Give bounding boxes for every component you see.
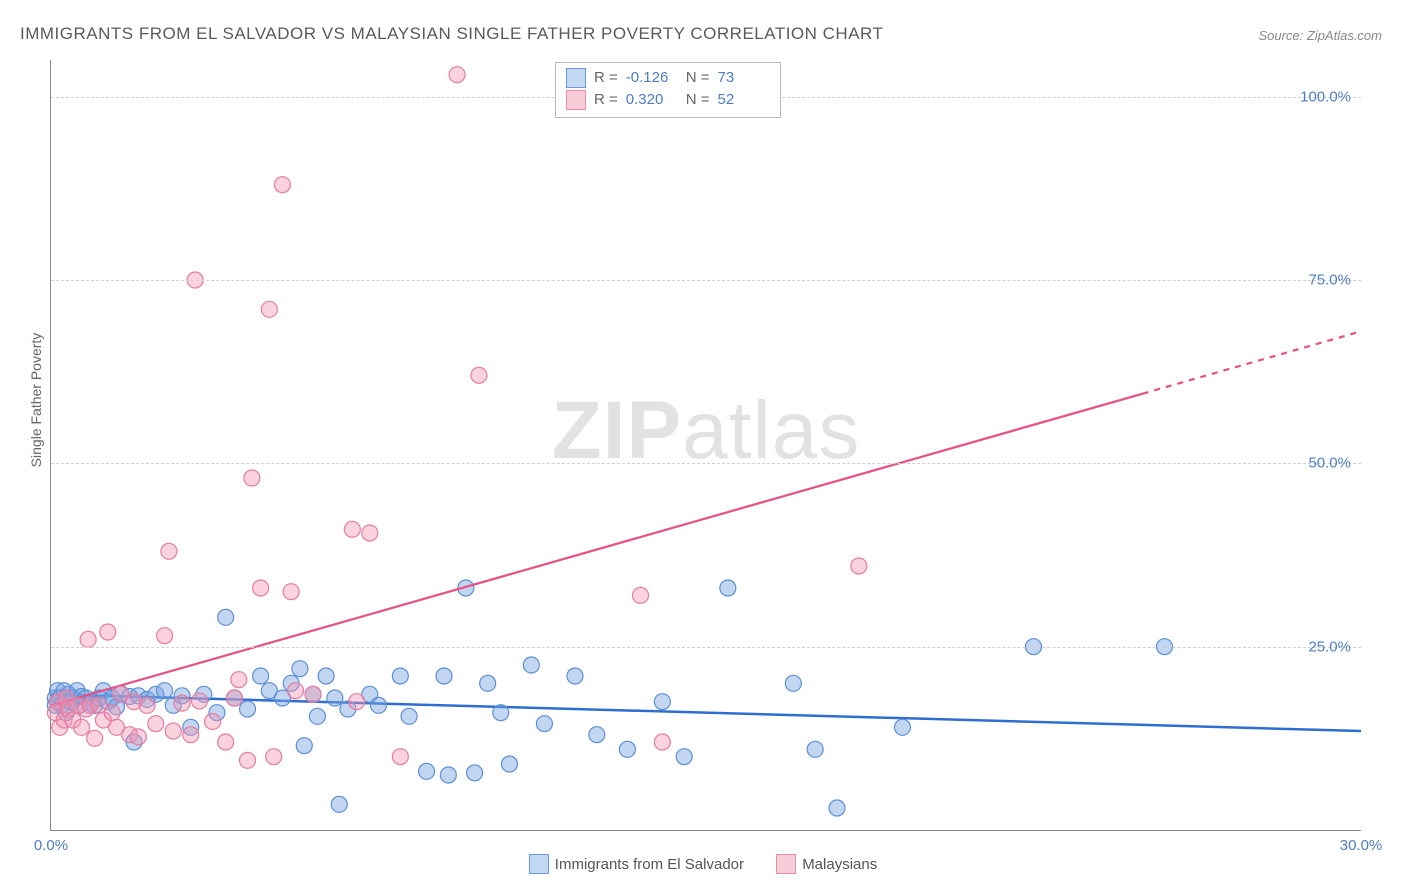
chart-plot-area: ZIPatlas 25.0%50.0%75.0%100.0%0.0%30.0%	[50, 60, 1361, 831]
legend-stats-box: R = -0.126 N = 73 R = 0.320 N = 52	[555, 62, 781, 118]
r-value-2: 0.320	[626, 89, 678, 111]
r-value-1: -0.126	[626, 67, 678, 89]
gridline	[51, 463, 1361, 464]
gridline	[51, 280, 1361, 281]
source-prefix: Source:	[1258, 28, 1306, 43]
source-name: ZipAtlas.com	[1307, 28, 1382, 43]
swatch-bottom-1	[529, 854, 549, 874]
legend-item-2: Malaysians	[776, 854, 877, 874]
y-tick-label: 25.0%	[1308, 638, 1351, 655]
swatch-bottom-2	[776, 854, 796, 874]
n-value-2: 52	[718, 89, 770, 111]
r-label-2: R =	[594, 89, 618, 111]
gridline	[51, 647, 1361, 648]
y-axis-label: Single Father Poverty	[28, 333, 44, 468]
legend-item-1: Immigrants from El Salvador	[529, 854, 744, 874]
n-value-1: 73	[718, 67, 770, 89]
source-attribution: Source: ZipAtlas.com	[1258, 28, 1382, 43]
y-tick-label: 100.0%	[1300, 88, 1351, 105]
x-tick-label: 0.0%	[34, 837, 68, 854]
y-tick-label: 50.0%	[1308, 455, 1351, 472]
legend-label-2: Malaysians	[802, 856, 877, 873]
legend-label-1: Immigrants from El Salvador	[555, 856, 744, 873]
r-label-1: R =	[594, 67, 618, 89]
legend-bottom: Immigrants from El Salvador Malaysians	[0, 854, 1406, 878]
n-label-1: N =	[686, 67, 710, 89]
chart-svg	[51, 60, 1361, 830]
swatch-series-2	[566, 90, 586, 110]
legend-stats-row-2: R = 0.320 N = 52	[566, 89, 770, 111]
y-tick-label: 75.0%	[1308, 272, 1351, 289]
swatch-series-1	[566, 68, 586, 88]
legend-stats-row-1: R = -0.126 N = 73	[566, 67, 770, 89]
x-tick-label: 30.0%	[1340, 837, 1383, 854]
chart-title: IMMIGRANTS FROM EL SALVADOR VS MALAYSIAN…	[20, 24, 883, 44]
n-label-2: N =	[686, 89, 710, 111]
